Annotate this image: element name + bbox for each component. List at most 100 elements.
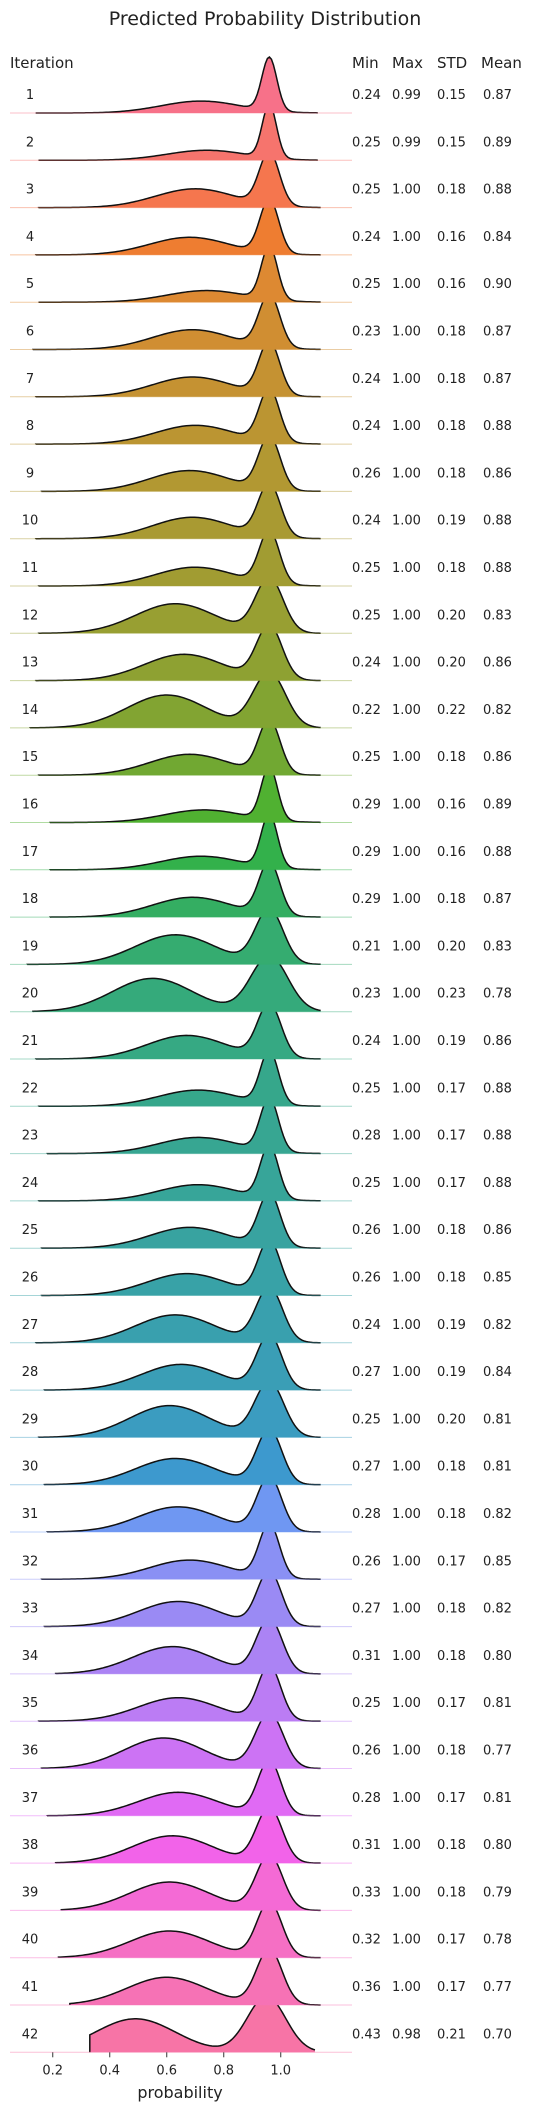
min-value-3: 0.25 bbox=[352, 183, 381, 198]
ridge-area-28 bbox=[44, 1334, 321, 1391]
std-value-39: 0.18 bbox=[437, 1885, 466, 1900]
std-value-9: 0.18 bbox=[437, 466, 466, 481]
ridge-area-4 bbox=[35, 198, 321, 255]
ridge-outline-39 bbox=[60, 1853, 321, 1912]
mean-value-22: 0.88 bbox=[483, 1081, 512, 1096]
mean-value-3: 0.88 bbox=[483, 183, 512, 198]
min-value-19: 0.21 bbox=[352, 939, 381, 954]
std-value-4: 0.16 bbox=[437, 230, 466, 245]
std-value-3: 0.18 bbox=[437, 183, 466, 198]
ridge-area-20 bbox=[32, 955, 321, 1012]
std-value-30: 0.18 bbox=[437, 1460, 466, 1475]
min-value-22: 0.25 bbox=[352, 1081, 381, 1096]
min-value-41: 0.36 bbox=[352, 1980, 381, 1995]
min-value-31: 0.28 bbox=[352, 1507, 381, 1522]
mean-value-29: 0.81 bbox=[483, 1412, 512, 1427]
max-value-28: 1.00 bbox=[392, 1365, 421, 1380]
std-value-18: 0.18 bbox=[437, 892, 466, 907]
ridge-area-31 bbox=[47, 1476, 321, 1532]
ridge-area-11 bbox=[38, 530, 321, 586]
std-value-28: 0.19 bbox=[437, 1365, 466, 1380]
min-value-1: 0.24 bbox=[352, 88, 381, 103]
iteration-label-13: 13 bbox=[22, 656, 39, 671]
std-value-2: 0.15 bbox=[437, 135, 466, 150]
max-value-38: 1.00 bbox=[392, 1838, 421, 1853]
min-value-7: 0.24 bbox=[352, 372, 381, 387]
min-value-24: 0.25 bbox=[352, 1176, 381, 1191]
max-value-13: 1.00 bbox=[392, 656, 421, 671]
ridge-area-13 bbox=[35, 624, 321, 681]
max-value-33: 1.00 bbox=[392, 1602, 421, 1617]
ridge-area-33 bbox=[44, 1570, 321, 1627]
min-value-30: 0.27 bbox=[352, 1460, 381, 1475]
mean-value-12: 0.83 bbox=[483, 608, 512, 623]
iteration-label-32: 32 bbox=[22, 1554, 39, 1569]
mean-value-11: 0.88 bbox=[483, 561, 512, 576]
max-value-24: 1.00 bbox=[392, 1176, 421, 1191]
mean-value-1: 0.87 bbox=[483, 88, 512, 103]
mean-value-2: 0.89 bbox=[483, 135, 512, 150]
iteration-label-18: 18 bbox=[22, 892, 39, 907]
max-value-2: 0.99 bbox=[392, 135, 421, 150]
std-value-7: 0.18 bbox=[437, 372, 466, 387]
std-value-36: 0.18 bbox=[437, 1744, 466, 1759]
mean-value-31: 0.82 bbox=[483, 1507, 512, 1522]
min-value-34: 0.31 bbox=[352, 1649, 381, 1664]
iteration-label-35: 35 bbox=[22, 1696, 39, 1711]
std-value-31: 0.18 bbox=[437, 1507, 466, 1522]
max-header: Max bbox=[392, 54, 423, 72]
mean-value-15: 0.86 bbox=[483, 750, 512, 765]
iteration-label-42: 42 bbox=[22, 2027, 39, 2042]
x-tick-label-0.8: 0.8 bbox=[213, 2063, 234, 2078]
min-value-25: 0.26 bbox=[352, 1223, 381, 1238]
min-value-12: 0.25 bbox=[352, 608, 381, 623]
min-value-6: 0.23 bbox=[352, 325, 381, 340]
iteration-label-31: 31 bbox=[22, 1507, 39, 1522]
mean-value-30: 0.81 bbox=[483, 1460, 512, 1475]
max-value-17: 1.00 bbox=[392, 845, 421, 860]
ridge-area-25 bbox=[41, 1192, 321, 1249]
iteration-header: Iteration bbox=[10, 54, 74, 72]
max-value-11: 1.00 bbox=[392, 561, 421, 576]
iteration-label-1: 1 bbox=[26, 88, 34, 103]
ridge-area-22 bbox=[38, 1050, 321, 1107]
ridge-area-7 bbox=[35, 340, 321, 397]
std-value-11: 0.18 bbox=[437, 561, 466, 576]
std-value-17: 0.16 bbox=[437, 845, 466, 860]
iteration-label-15: 15 bbox=[22, 750, 39, 765]
std-value-32: 0.17 bbox=[437, 1554, 466, 1569]
mean-value-13: 0.86 bbox=[483, 656, 512, 671]
min-value-42: 0.43 bbox=[352, 2027, 381, 2042]
iteration-label-11: 11 bbox=[22, 561, 39, 576]
iteration-label-17: 17 bbox=[22, 845, 39, 860]
ridge-outline-23 bbox=[46, 1096, 321, 1155]
max-value-22: 1.00 bbox=[392, 1081, 421, 1096]
min-value-28: 0.27 bbox=[352, 1365, 381, 1380]
ridge-outline-16 bbox=[49, 765, 321, 824]
iteration-label-41: 41 bbox=[22, 1980, 39, 1995]
mean-value-14: 0.82 bbox=[483, 703, 512, 718]
mean-value-34: 0.80 bbox=[483, 1649, 512, 1664]
iteration-label-20: 20 bbox=[22, 987, 39, 1002]
x-tick-label-1.0: 1.0 bbox=[270, 2063, 291, 2078]
min-value-9: 0.26 bbox=[352, 466, 381, 481]
min-value-26: 0.26 bbox=[352, 1271, 381, 1286]
mean-value-6: 0.87 bbox=[483, 325, 512, 340]
mean-value-18: 0.87 bbox=[483, 892, 512, 907]
mean-value-38: 0.80 bbox=[483, 1838, 512, 1853]
iteration-label-30: 30 bbox=[22, 1460, 39, 1475]
max-value-4: 1.00 bbox=[392, 230, 421, 245]
ridge-area-42 bbox=[89, 1996, 315, 2053]
ridge-area-14 bbox=[29, 671, 321, 728]
iteration-label-28: 28 bbox=[22, 1365, 39, 1380]
std-value-42: 0.21 bbox=[437, 2027, 466, 2042]
x-tick-label-0.2: 0.2 bbox=[42, 2063, 63, 2078]
max-value-21: 1.00 bbox=[392, 1034, 421, 1049]
mean-value-42: 0.70 bbox=[483, 2027, 512, 2042]
min-value-5: 0.25 bbox=[352, 277, 381, 292]
min-header: Min bbox=[352, 54, 379, 72]
mean-header: Mean bbox=[481, 54, 522, 72]
iteration-label-19: 19 bbox=[22, 939, 39, 954]
max-value-9: 1.00 bbox=[392, 466, 421, 481]
max-value-29: 1.00 bbox=[392, 1412, 421, 1427]
